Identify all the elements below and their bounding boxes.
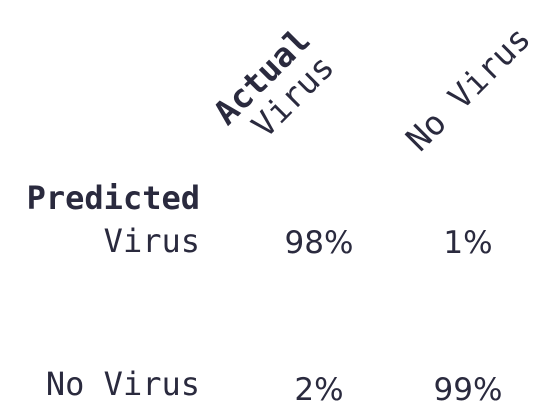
column-header-no-virus: No Virus (398, 18, 539, 159)
column-header-virus: Actual Virus (206, 20, 342, 157)
cell-no-virus-virus: 2% (294, 372, 344, 408)
cell-virus-no-virus: 1% (443, 225, 493, 261)
row-label-no-virus: No Virus (45, 365, 200, 403)
cell-virus-virus: 98% (284, 225, 354, 261)
row-axis-label: Predicted (26, 179, 200, 217)
cell-no-virus-no-virus: 99% (433, 372, 503, 408)
column-label-no-virus: No Virus (398, 18, 539, 159)
row-label-virus: Virus (103, 222, 200, 260)
